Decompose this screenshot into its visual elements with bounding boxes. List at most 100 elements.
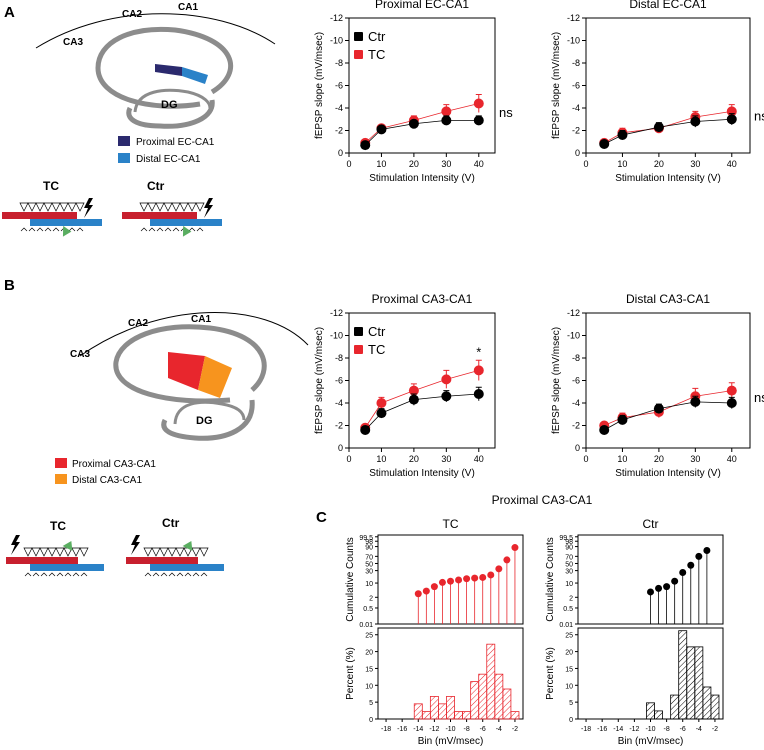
legend-swatch-ctr: [354, 327, 363, 336]
data-point: [487, 571, 495, 579]
y-tick-label: 20: [365, 650, 373, 657]
y-tick-label: 10: [365, 581, 373, 588]
synapse-triangle: [71, 547, 81, 557]
pathway-blue: [150, 219, 222, 226]
data-point-ctr: [408, 118, 419, 129]
y-tick-label: -2: [335, 126, 343, 136]
ca3-label: CA3: [63, 37, 83, 48]
legend-swatch-distal-ec: [118, 153, 130, 163]
x-tick-label: -4: [496, 726, 502, 733]
data-point-ctr: [653, 122, 664, 133]
synapse-mark: [28, 227, 36, 232]
x-axis-label: Stimulation Intensity (V): [369, 468, 475, 479]
ca2-label-b: CA2: [128, 318, 148, 329]
data-point: [511, 544, 519, 552]
legend-swatch-proximal-ec: [118, 136, 130, 146]
synapse-triangle: [171, 202, 181, 212]
synapse-triangle: [139, 202, 149, 212]
legend-label-tc: TC: [368, 47, 385, 62]
y-tick-label: 0: [569, 717, 573, 724]
synapse-triangle: [47, 547, 57, 557]
y-tick-label: 0: [575, 148, 580, 158]
y-tick-label: -10: [567, 331, 580, 341]
data-point: [471, 574, 479, 582]
y-tick-label: 99.5: [359, 535, 373, 542]
x-axis-label: Stimulation Intensity (V): [369, 173, 475, 184]
chart-title: Ctr: [643, 517, 659, 531]
y-axis-label: Percent (%): [545, 647, 556, 700]
y-tick-label: -12: [330, 13, 343, 23]
x-axis-label: Bin (mV/msec): [618, 736, 684, 747]
legend-a: Proximal EC-CA1 Distal EC-CA1: [118, 136, 215, 165]
stimulus-lightning: [204, 198, 213, 218]
data-point-ctr: [690, 396, 701, 407]
y-tick-label: 98: [565, 539, 573, 546]
y-tick-label: -2: [572, 421, 580, 431]
data-point-ctr: [617, 130, 628, 140]
y-axis-label: Cumulative Counts: [345, 537, 356, 621]
y-axis-label: Percent (%): [345, 647, 356, 700]
synapse-triangle: [159, 547, 169, 557]
x-tick-label: -14: [613, 726, 623, 733]
x-tick-label: -16: [397, 726, 407, 733]
synapse-mark: [24, 572, 32, 577]
x-tick-label: -10: [445, 726, 455, 733]
data-point: [455, 576, 463, 584]
x-tick-label: 0: [346, 159, 351, 169]
data-point-ctr: [599, 425, 610, 435]
y-tick-label: -8: [572, 353, 580, 363]
data-point-ctr: [653, 403, 664, 414]
synapse-mark: [200, 572, 208, 577]
histogram-bar: [702, 686, 712, 720]
data-point-ctr: [726, 114, 737, 125]
data-point: [687, 561, 695, 569]
x-tick-label: 40: [727, 159, 737, 169]
data-point-ctr: [617, 414, 628, 425]
data-point: [671, 577, 679, 585]
x-tick-label: -8: [463, 726, 469, 733]
synapse-triangle: [39, 547, 49, 557]
y-tick-label: 0: [575, 443, 580, 453]
y-tick-label: 5: [369, 700, 373, 707]
x-tick-label: -16: [597, 726, 607, 733]
x-tick-label: 30: [690, 454, 700, 464]
data-point: [447, 577, 454, 585]
hippocampus-schematic-b: CA1 CA2 CA3 DG: [70, 312, 309, 441]
synapse-triangle: [23, 547, 33, 557]
legend-label-distal-ec: Distal EC-CA1: [136, 154, 201, 165]
x-axis-label: Stimulation Intensity (V): [615, 468, 721, 479]
data-point: [479, 573, 487, 581]
chart-title: Proximal EC-CA1: [375, 0, 469, 11]
synapse-triangle: [27, 202, 37, 212]
y-tick-label: 30: [365, 569, 373, 576]
y-tick-label: -12: [567, 308, 580, 318]
y-tick-label: 25: [365, 633, 373, 640]
y-tick-label: 15: [565, 666, 573, 673]
x-tick-label: -18: [381, 726, 391, 733]
synapse-triangle: [155, 202, 165, 212]
y-tick-label: -6: [335, 376, 343, 386]
x-tick-label: -4: [696, 726, 702, 733]
stimulus-lightning: [131, 535, 140, 555]
y-tick-label: 98: [365, 539, 373, 546]
synapse-mark: [32, 572, 40, 577]
pathway-diagrams-b: [6, 535, 224, 577]
legend-label-ctr: Ctr: [368, 29, 386, 44]
histogram-bar: [478, 673, 488, 720]
legend-label-proximal-ec: Proximal EC-CA1: [136, 137, 215, 148]
synapse-mark: [188, 227, 196, 232]
plot-frame: [585, 312, 751, 449]
y-tick-label: -4: [335, 103, 343, 113]
y-tick-label: -10: [567, 36, 580, 46]
data-point: [463, 575, 471, 583]
data-point: [438, 578, 446, 586]
synapse-mark: [156, 227, 164, 232]
chart-distal-ca3-ca1: 0 10 20 30 40 0 -2 -4 -6 -8 -10 -12 Distal CA3-CA1 St…: [551, 292, 764, 479]
data-point-ctr: [473, 115, 484, 126]
y-tick-label: 90: [365, 545, 373, 552]
histogram-bar: [454, 711, 463, 720]
synapse-mark: [164, 227, 172, 232]
x-tick-label: 10: [376, 159, 386, 169]
